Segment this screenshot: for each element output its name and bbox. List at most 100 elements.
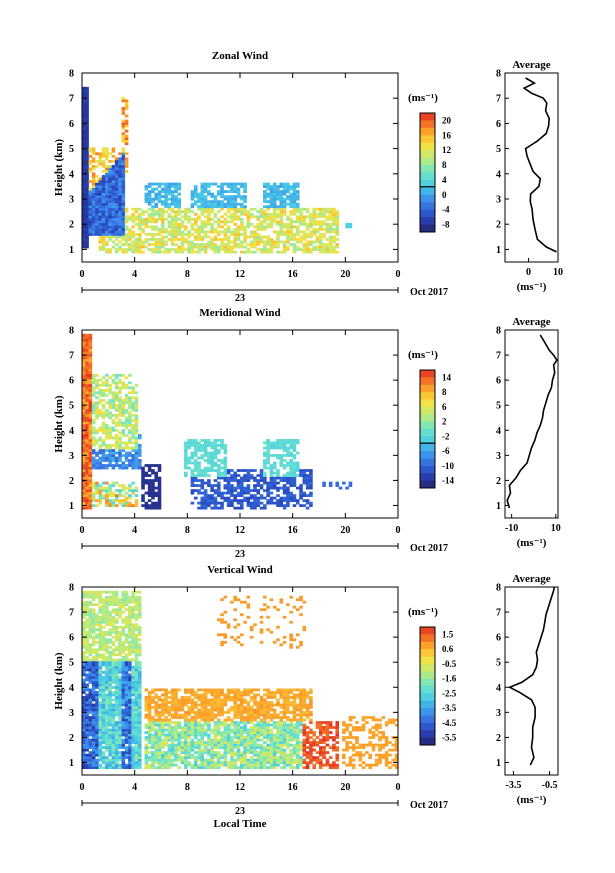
heatmap-cell [167,222,172,226]
heatmap-cell [213,708,218,712]
heatmap-cell [193,756,198,760]
heatmap-cell [131,668,135,672]
heatmap-cell [230,469,234,472]
heatmap-cell [240,225,244,229]
heatmap-cell [256,215,261,219]
heatmap-cell [184,459,188,462]
heatmap-cell [108,701,112,704]
heatmap-cell [233,185,238,188]
heatmap-cell [269,474,274,477]
heatmap-cell [88,623,93,627]
heatmap-cell [121,157,126,161]
heatmap-cell [124,660,129,664]
heatmap-cell [259,469,264,472]
heatmap-cell [289,494,293,497]
heatmap-cell [207,222,211,226]
heatmap-cell [131,598,135,602]
heatmap-cell [98,426,103,430]
heatmap-cell [105,623,109,627]
heatmap-cell [161,225,165,229]
heatmap-cell [134,633,139,637]
heatmap-cell [157,207,162,211]
heatmap-cell [161,726,165,729]
heatmap-cell [91,182,96,186]
heatmap-cell [190,197,195,201]
heatmap-cell [269,248,274,251]
heatmap-cell [164,250,168,254]
heatmap-cell [98,451,103,455]
heatmap-cell [105,149,109,153]
heatmap-cell [144,200,149,204]
heatmap-cell [157,726,162,729]
heatmap-cell [118,424,122,427]
heatmap-cell [164,200,168,204]
heatmap-cell [98,210,103,214]
heatmap-cell [220,711,224,714]
heatmap-cell [292,185,297,188]
heatmap-cell [269,501,274,505]
heatmap-cell [295,192,300,196]
heatmap-cell [124,486,129,490]
heatmap-cell [230,212,234,216]
heatmap-cell [124,152,129,156]
heatmap-cell [167,731,172,734]
heatmap-cell [128,403,132,407]
heatmap-cell [114,167,119,171]
heatmap-cell [131,212,135,216]
heatmap-cell [131,441,135,445]
avg-y-tick-label: 3 [496,451,501,462]
heatmap-cell [131,434,135,437]
heatmap-cell [282,190,287,193]
heatmap-cell [246,476,251,480]
heatmap-cell [101,454,106,457]
heatmap-cell [269,471,274,475]
heatmap-cell [134,489,139,492]
heatmap-cell [98,593,103,597]
heatmap-cell [302,481,307,485]
heatmap-cell [114,157,119,161]
heatmap-cell [174,716,178,719]
heatmap-cell [230,484,234,487]
heatmap-cell [88,708,93,712]
heatmap-cell [91,439,96,442]
heatmap-cell [187,243,191,246]
heatmap-cell [216,711,221,714]
heatmap-cell [144,464,149,467]
heatmap-cell [263,481,267,485]
heatmap-cell [200,212,205,216]
heatmap-cell [141,469,145,472]
heatmap-cell [131,424,135,427]
heatmap-cell [322,212,326,216]
heatmap-cell [170,222,175,226]
heatmap-cell [114,383,119,387]
heatmap-cell [256,240,261,244]
heatmap-cell [213,215,218,219]
heatmap-cell [82,112,86,115]
heatmap-cell [190,441,195,445]
heatmap-cell [203,703,208,707]
heatmap-cell [266,207,270,211]
heatmap-cell [177,738,182,742]
heatmap-cell [124,248,129,251]
heatmap-cell [85,202,89,206]
colorbar-band [420,384,435,393]
heatmap-cell [111,491,116,495]
heatmap-cell [118,728,122,732]
heatmap-cell [121,753,126,757]
heatmap-cell [319,220,323,224]
heatmap-cell [180,716,185,719]
chart-title: Meridional Wind [199,307,280,319]
heatmap-cell [134,758,139,762]
heatmap-cell [121,212,126,216]
heatmap-cell [223,748,228,752]
heatmap-cell [134,398,139,402]
heatmap-cell [269,454,274,457]
heatmap-cell [141,243,145,246]
heatmap-cell [154,491,159,495]
heatmap-cell [121,175,126,178]
heatmap-cell [85,401,89,405]
heatmap-cell [269,446,274,450]
heatmap-cell [226,207,231,211]
heatmap-cell [184,240,188,244]
heatmap-cell [272,195,277,199]
